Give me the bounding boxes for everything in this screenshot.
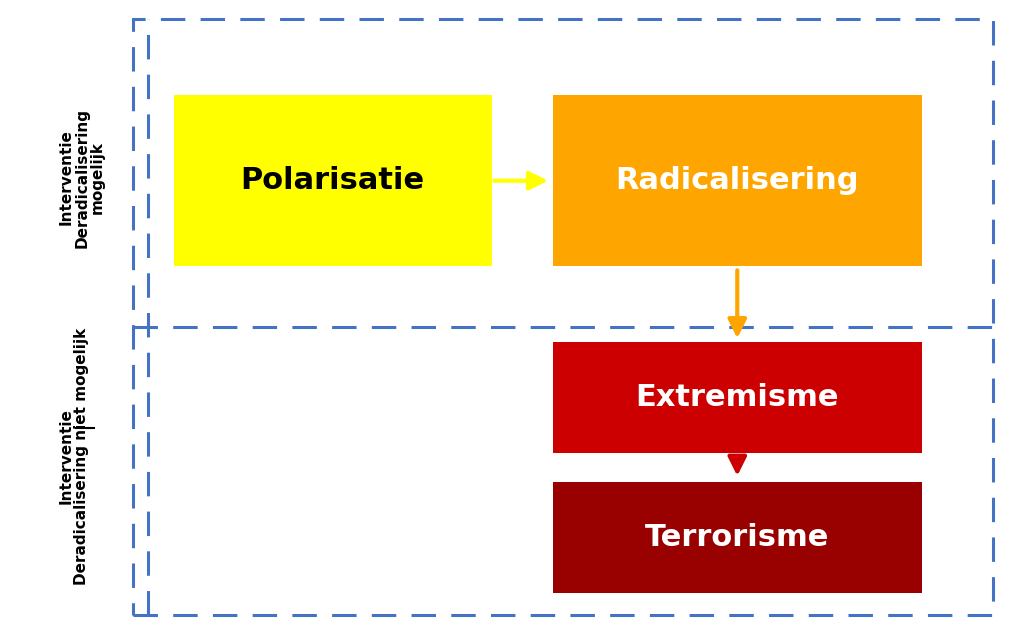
Text: Deradicalisering niet mogelijk: Deradicalisering niet mogelijk [75,328,89,585]
Text: Deradicalisering: Deradicalisering [75,108,89,247]
FancyBboxPatch shape [174,95,492,266]
Text: Interventie: Interventie [59,408,74,505]
FancyBboxPatch shape [553,95,922,266]
Text: Extremisme: Extremisme [636,384,839,412]
FancyBboxPatch shape [553,342,922,453]
Text: Interventie: Interventie [59,129,74,226]
Text: Terrorisme: Terrorisme [645,523,829,552]
Text: Polarisatie: Polarisatie [241,166,425,195]
Text: Radicalisering: Radicalisering [615,166,859,195]
Text: mogelijk: mogelijk [90,141,104,214]
FancyBboxPatch shape [553,482,922,593]
